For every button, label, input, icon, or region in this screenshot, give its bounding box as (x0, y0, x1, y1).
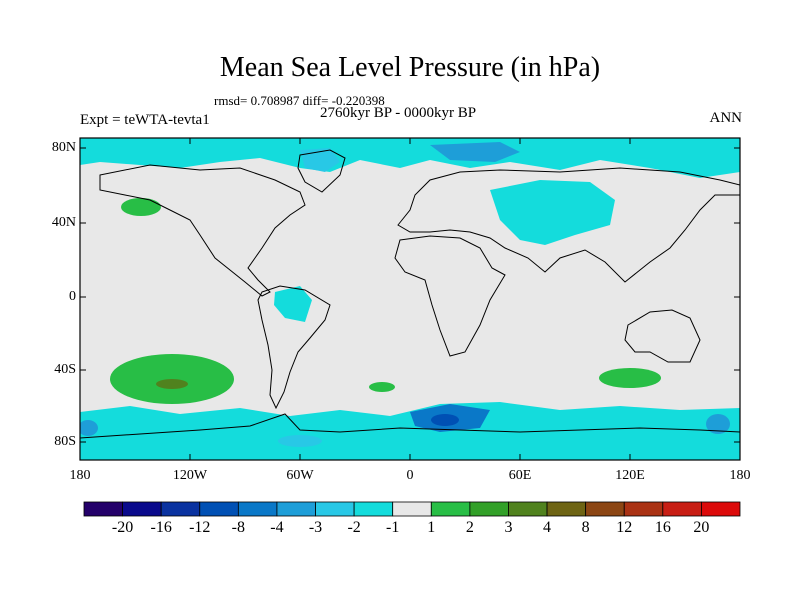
colorbar-swatch (546, 501, 587, 517)
colorbar-swatch (623, 501, 664, 517)
experiment-label: Expt = teWTA-tevta1 (80, 112, 210, 128)
colorbar-swatch (199, 501, 239, 517)
africa-coast (394, 235, 506, 357)
map-background (80, 138, 740, 460)
season-label: ANN (709, 110, 743, 126)
lon-tick-label: 120W (172, 468, 208, 483)
eurasia-coast (397, 167, 740, 283)
lat-tick-label: 40S (54, 362, 76, 377)
lon-tick-label: 60W (286, 468, 314, 483)
ross-sea-negative (278, 435, 322, 447)
colorbar-label: -3 (308, 519, 323, 536)
dateline-negative (80, 420, 98, 436)
colorbar-swatch (508, 501, 548, 517)
map-field (80, 138, 740, 460)
colorbar-swatch (237, 501, 278, 517)
colorbar-label: -20 (111, 519, 134, 536)
colorbar-label: -8 (231, 519, 245, 536)
antarctica-coast (80, 413, 740, 439)
colorbar-label: -16 (150, 519, 172, 536)
lat-tick-marks (80, 147, 740, 443)
colorbar-label: -2 (347, 519, 361, 536)
colorbar-swatch (392, 501, 432, 517)
colorbar-label: 16 (654, 519, 671, 536)
colorbar-label: 2 (465, 519, 474, 536)
indian-ocean-positive (599, 368, 661, 388)
east-antarctic-negative (706, 414, 730, 434)
antarctic-negative-region (80, 402, 740, 460)
colorbar-swatch (160, 501, 201, 517)
lon-tick-marks (79, 138, 741, 460)
lon-tick-label: 180 (69, 468, 91, 483)
lat-tick-label: 0 (69, 289, 76, 304)
lat-tick-label: 40N (51, 215, 76, 230)
colorbar-label: -4 (270, 519, 284, 536)
greenland-coast (297, 149, 346, 193)
arctic-strong-negative (430, 142, 520, 162)
antarctic-core-negative (431, 414, 459, 426)
period-text: 2760kyr BP - 0000kyr BP (320, 105, 477, 121)
colorbar-swatch (585, 501, 625, 517)
lon-tick-label: 120E (615, 468, 645, 483)
asia-negative-region (490, 180, 615, 245)
colorbar-swatch (662, 501, 702, 517)
south-atlantic-positive (369, 382, 395, 392)
colorbar (83, 501, 741, 517)
colorbar-swatch (430, 501, 471, 517)
colorbar-label: 8 (581, 519, 590, 536)
colorbar-swatch (701, 501, 741, 517)
colorbar-swatch (469, 501, 509, 517)
arctic-negative-region (80, 138, 740, 178)
lon-tick-label: 60E (508, 468, 532, 483)
greenland-negative (300, 148, 340, 172)
south-america-negative (274, 286, 312, 322)
colorbar-label: 20 (693, 519, 710, 536)
coastlines (80, 149, 740, 439)
colorbar-label: 4 (543, 519, 552, 536)
colorbar-label: -1 (386, 519, 400, 536)
south-america-coast (257, 285, 331, 410)
colorbar-swatch (353, 501, 394, 517)
north-america-coast (99, 164, 306, 297)
colorbar-swatch (276, 501, 316, 517)
lon-tick-label: 0 (406, 468, 414, 483)
colorbar-swatch (122, 501, 162, 517)
australia-coast (624, 309, 701, 363)
colorbar-label: -12 (189, 519, 211, 536)
north-pacific-positive (121, 198, 161, 216)
lat-tick-label: 80S (54, 434, 76, 449)
colorbar-swatch (315, 501, 355, 517)
colorbar-label: 3 (504, 519, 513, 536)
colorbar-label: 1 (427, 519, 436, 536)
lat-tick-label: 80N (51, 140, 76, 155)
lon-tick-label: 180 (729, 468, 751, 483)
stats-text: rmsd= 0.708987 diff= -0.220398 (214, 93, 385, 108)
chart-title: Mean Sea Level Pressure (in hPa) (219, 52, 601, 83)
colorbar-swatch (83, 501, 123, 517)
colorbar-label: 12 (616, 519, 633, 536)
south-pacific-core (156, 379, 188, 389)
